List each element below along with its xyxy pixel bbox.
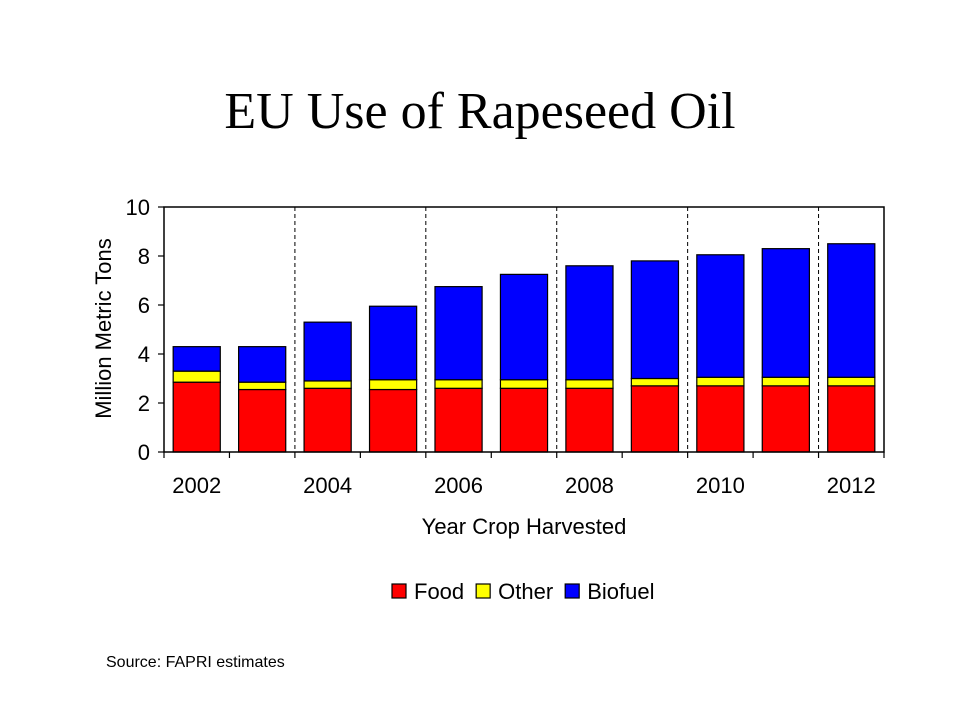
bar-other-2005 [368, 379, 418, 391]
bar-food-2010 [696, 385, 745, 453]
bar-biofuel-2011 [761, 248, 810, 378]
x-tick-label: 2006 [434, 473, 483, 498]
bar-food-2011 [761, 385, 810, 453]
bar-biofuel-2003 [238, 346, 287, 383]
legend-label-biofuel: Biofuel [587, 579, 654, 604]
bar-biofuel-2004 [303, 321, 352, 382]
y-tick-label: 0 [138, 440, 150, 465]
legend-swatch-food [391, 583, 407, 599]
x-tick-label: 2012 [827, 473, 876, 498]
bar-other-2007 [499, 379, 549, 389]
x-tick-label: 2004 [303, 473, 352, 498]
x-tick-label: 2002 [172, 473, 221, 498]
legend-swatch-other [475, 583, 491, 599]
bar-biofuel-2005 [368, 305, 418, 381]
x-tick-label: 2010 [696, 473, 745, 498]
bar-other-2002 [172, 370, 221, 383]
bar-biofuel-2007 [499, 273, 549, 381]
bar-other-2008 [565, 379, 614, 389]
x-tick-label: 2008 [565, 473, 614, 498]
legend-label-food: Food [414, 579, 464, 604]
bar-other-2009 [630, 377, 680, 387]
bar-biofuel-2010 [696, 254, 745, 378]
bar-biofuel-2006 [434, 286, 483, 381]
bar-biofuel-2009 [630, 260, 680, 380]
legend: Food Other Biofuel [391, 579, 654, 604]
bar-other-2006 [434, 379, 483, 389]
bar-other-2011 [761, 376, 810, 387]
bar-food-2007 [499, 387, 549, 453]
bar-biofuel-2008 [565, 265, 614, 381]
bar-food-2002 [172, 381, 221, 453]
bar-food-2005 [368, 388, 418, 453]
bar-food-2004 [303, 387, 352, 453]
y-tick-label: 4 [138, 342, 150, 367]
bar-other-2010 [696, 376, 745, 387]
source-note: Source: FAPRI estimates [106, 654, 285, 671]
bar-biofuel-2012 [827, 243, 876, 378]
legend-swatch-biofuel [564, 583, 580, 599]
bar-food-2012 [827, 385, 876, 453]
y-tick-label: 8 [138, 244, 150, 269]
ticks-layer: 0 2 4 6 8 10 2002 2004 2006 2008 2010 2012 [126, 195, 885, 498]
plot-frame [163, 206, 885, 453]
grid-layer [294, 207, 820, 452]
bar-food-2006 [434, 387, 483, 453]
y-tick-label: 2 [138, 391, 150, 416]
bar-other-2004 [303, 380, 352, 389]
page-title: EU Use of Rapeseed Oil [224, 83, 736, 140]
bars-layer [172, 243, 876, 453]
y-tick-label: 6 [138, 293, 150, 318]
y-tick-label: 10 [126, 195, 150, 220]
bar-food-2003 [238, 388, 287, 453]
x-axis-title: Year Crop Harvested [422, 514, 627, 539]
y-axis-title: Million Metric Tons [91, 238, 116, 419]
bar-food-2008 [565, 387, 614, 453]
bar-biofuel-2002 [172, 346, 221, 372]
bar-other-2003 [238, 381, 287, 391]
legend-label-other: Other [498, 579, 553, 604]
bar-food-2009 [630, 385, 680, 453]
bar-other-2012 [827, 376, 876, 387]
